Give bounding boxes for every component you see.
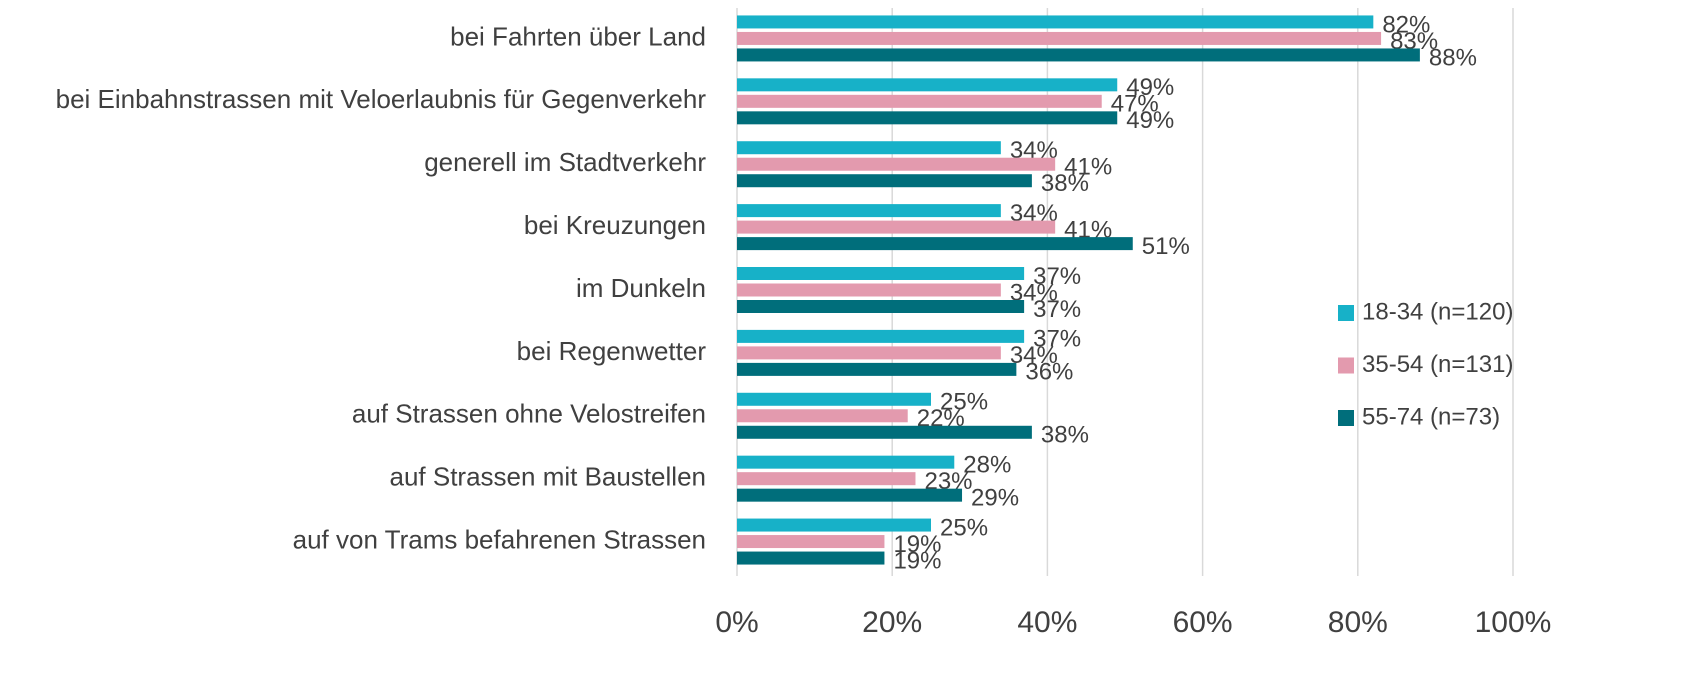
bar [737, 48, 1420, 62]
value-label: 19% [893, 547, 941, 574]
bar [737, 141, 1001, 155]
category-label: bei Regenwetter [517, 336, 707, 366]
bar [737, 409, 908, 423]
value-label: 47% [1111, 91, 1159, 118]
bar [737, 15, 1374, 29]
value-label: 37% [1033, 296, 1081, 323]
bar [737, 362, 1017, 376]
legend-swatch [1338, 357, 1354, 374]
value-label: 88% [1429, 44, 1477, 71]
value-label: 37% [1033, 263, 1081, 290]
bar [737, 346, 1001, 360]
x-tick-label: 80% [1328, 606, 1388, 639]
bar [737, 220, 1056, 234]
bar [737, 472, 916, 486]
category-label: bei Kreuzungen [524, 210, 706, 240]
bar [737, 174, 1032, 188]
value-label: 36% [1025, 359, 1073, 386]
legend-label: 18-34 (n=120) [1362, 298, 1513, 325]
value-label: 37% [1033, 326, 1081, 353]
bar [737, 535, 885, 549]
value-label: 25% [940, 389, 988, 416]
x-tick-label: 60% [1173, 606, 1233, 639]
value-label: 29% [971, 485, 1019, 512]
category-label: auf Strassen ohne Velostreifen [352, 399, 706, 429]
bar [737, 204, 1001, 218]
x-tick-label: 20% [862, 606, 922, 639]
bar [737, 392, 931, 406]
x-tick-label: 0% [715, 606, 758, 639]
category-label: im Dunkeln [576, 273, 706, 303]
bar [737, 157, 1056, 171]
bar [737, 455, 955, 469]
value-label: 28% [963, 452, 1011, 479]
value-label: 82% [1382, 11, 1430, 38]
category-label: bei Einbahnstrassen mit Veloerlaubnis fü… [56, 84, 707, 114]
bar [737, 111, 1118, 125]
bar [737, 488, 963, 502]
value-label: 38% [1041, 422, 1089, 449]
bar [737, 267, 1025, 280]
category-label: generell im Stadtverkehr [424, 147, 706, 177]
x-tick-label: 40% [1017, 606, 1077, 639]
bar [737, 78, 1118, 92]
value-label: 19% [893, 531, 941, 558]
bar [737, 31, 1382, 45]
value-label: 51% [1142, 233, 1190, 260]
bar [737, 94, 1102, 108]
bar [737, 425, 1032, 439]
x-tick-label: 100% [1475, 606, 1552, 639]
legend-swatch [1338, 305, 1354, 321]
legend-label: 55-74 (n=73) [1362, 403, 1500, 430]
legend-swatch [1338, 410, 1354, 426]
category-label: auf von Trams befahrenen Strassen [293, 524, 706, 554]
bar [737, 329, 1025, 343]
category-label: auf Strassen mit Baustellen [390, 462, 707, 492]
value-label: 38% [1041, 170, 1089, 197]
legend-label: 35-54 (n=131) [1362, 351, 1513, 378]
bar [737, 283, 1001, 297]
value-label: 25% [940, 514, 988, 541]
bar [737, 518, 931, 532]
value-label: 49% [1126, 74, 1174, 101]
value-label: 49% [1126, 107, 1174, 134]
category-label: bei Fahrten über Land [450, 21, 706, 51]
bar [737, 237, 1133, 251]
bar [737, 300, 1025, 313]
bar [737, 551, 885, 565]
value-label: 34% [1010, 342, 1058, 369]
value-label: 41% [1064, 154, 1112, 181]
